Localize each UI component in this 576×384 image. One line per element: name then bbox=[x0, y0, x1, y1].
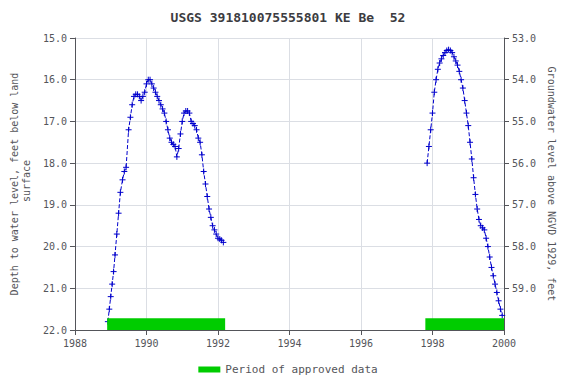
svg-text:55.0: 55.0 bbox=[512, 116, 536, 127]
svg-text:Depth to water level, feet bel: Depth to water level, feet below land bbox=[9, 73, 20, 296]
svg-text:Groundwater level above NGVD 1: Groundwater level above NGVD 1929, feet bbox=[546, 67, 557, 302]
svg-text:18.0: 18.0 bbox=[43, 158, 67, 169]
svg-text:1994: 1994 bbox=[277, 338, 301, 349]
svg-text:Period of approved data: Period of approved data bbox=[225, 363, 377, 376]
svg-text:1996: 1996 bbox=[349, 338, 373, 349]
svg-text:2000: 2000 bbox=[492, 338, 516, 349]
svg-text:22.0: 22.0 bbox=[43, 325, 67, 336]
svg-text:57.0: 57.0 bbox=[512, 199, 536, 210]
svg-text:1990: 1990 bbox=[134, 338, 158, 349]
svg-text:58.0: 58.0 bbox=[512, 241, 536, 252]
svg-text:15.0: 15.0 bbox=[43, 33, 67, 44]
svg-text:20.0: 20.0 bbox=[43, 241, 67, 252]
svg-text:16.0: 16.0 bbox=[43, 74, 67, 85]
svg-text:54.0: 54.0 bbox=[512, 74, 536, 85]
svg-text:56.0: 56.0 bbox=[512, 158, 536, 169]
svg-text:1988: 1988 bbox=[63, 338, 87, 349]
svg-text:surface: surface bbox=[21, 160, 32, 208]
svg-text:59.0: 59.0 bbox=[512, 283, 536, 294]
svg-text:19.0: 19.0 bbox=[43, 199, 67, 210]
svg-text:21.0: 21.0 bbox=[43, 283, 67, 294]
svg-text:1992: 1992 bbox=[206, 338, 230, 349]
svg-text:53.0: 53.0 bbox=[512, 33, 536, 44]
svg-text:17.0: 17.0 bbox=[43, 116, 67, 127]
svg-text:USGS 391810075555801 KE Be 52: USGS 391810075555801 KE Be 52 bbox=[171, 10, 406, 25]
svg-text:1998: 1998 bbox=[420, 338, 444, 349]
